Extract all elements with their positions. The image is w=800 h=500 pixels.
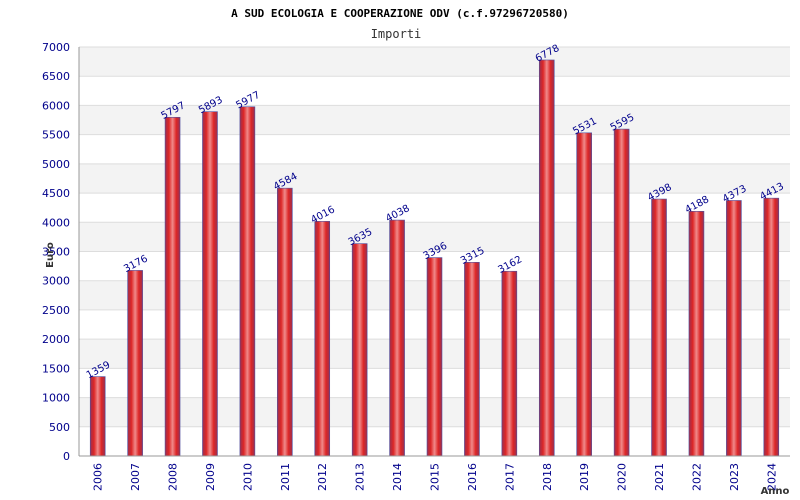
grid-band <box>79 47 790 77</box>
bar-2018 <box>538 59 555 457</box>
y-tick-label: 4000 <box>42 216 70 229</box>
y-tick-label: 2500 <box>42 304 70 317</box>
bar-2012 <box>314 221 331 457</box>
x-tick-label: 2020 <box>616 463 629 491</box>
bar-2009 <box>202 111 218 457</box>
y-axis-label: Euro <box>45 242 56 268</box>
y-tick-label: 7000 <box>42 41 70 54</box>
bars <box>89 59 780 457</box>
bar-2014 <box>389 219 405 457</box>
bar-2017 <box>501 270 518 457</box>
x-tick-label: 2018 <box>541 463 554 491</box>
x-tick-label: 2008 <box>167 463 180 491</box>
bar-2023 <box>726 200 742 457</box>
chart-subtitle: Importi <box>371 27 422 41</box>
y-tick-label: 6500 <box>42 70 70 83</box>
bar-2006 <box>89 376 106 457</box>
chart-title: A SUD ECOLOGIA E COOPERAZIONE ODV (c.f.9… <box>231 7 569 20</box>
x-axis-label: Anno <box>761 486 790 497</box>
grid-band <box>79 222 790 252</box>
y-tick-label: 5500 <box>42 129 70 142</box>
y-tick-label: 3500 <box>42 246 70 259</box>
x-tick-label: 2019 <box>578 463 591 491</box>
x-tick-label: 2021 <box>653 463 666 491</box>
x-tick-label: 2022 <box>690 463 703 491</box>
y-tick-label: 1500 <box>42 362 70 375</box>
grid-band <box>79 163 790 194</box>
grid-band <box>79 105 790 135</box>
x-tick-label: 2014 <box>391 463 404 491</box>
bar-2021 <box>651 198 667 457</box>
x-tick-label: 2015 <box>429 463 442 491</box>
bar-2019 <box>576 132 592 457</box>
y-tick-label: 6000 <box>42 99 70 112</box>
x-tick-label: 2016 <box>466 463 479 491</box>
x-tick-label: 2006 <box>92 463 105 491</box>
x-tick-label: 2017 <box>503 463 516 491</box>
bar-2022 <box>688 211 705 457</box>
x-tick-label: 2024 <box>765 463 778 491</box>
x-tick-label: 2007 <box>129 463 142 491</box>
y-tick-label: 1000 <box>42 392 70 405</box>
x-tick-label: 2010 <box>241 463 254 491</box>
y-tick-label: 4500 <box>42 187 70 200</box>
bar-2013 <box>351 243 368 457</box>
y-tick-label: 2000 <box>42 333 70 346</box>
y-axis-ticks: 0 500 1000 1500 2000 2500 3000 3500 4000 4500 5000… <box>42 41 70 463</box>
x-tick-label: 2011 <box>279 463 292 491</box>
x-tick-label: 2009 <box>204 463 217 491</box>
y-tick-label: 0 <box>63 450 70 463</box>
bar-2015 <box>426 257 443 457</box>
background-bands <box>79 47 790 427</box>
y-tick-label: 3000 <box>42 275 70 288</box>
x-tick-label: 2012 <box>316 463 329 491</box>
y-tick-label: 5000 <box>42 158 70 171</box>
x-tick-label: 2023 <box>728 463 741 491</box>
x-tick-label: 2013 <box>354 463 367 491</box>
bar-2016 <box>464 262 480 457</box>
bar-2010 <box>239 106 256 457</box>
bar-2008 <box>164 116 181 457</box>
bar-2020 <box>613 128 630 457</box>
bar-2024 <box>763 197 780 457</box>
x-axis-ticks: 2006 2007 2008 2009 2010 2011 2012 2013 2014 2015… <box>92 463 779 491</box>
bar-2011 <box>277 187 293 457</box>
bar-2007 <box>127 270 143 457</box>
y-tick-label: 500 <box>49 421 70 434</box>
